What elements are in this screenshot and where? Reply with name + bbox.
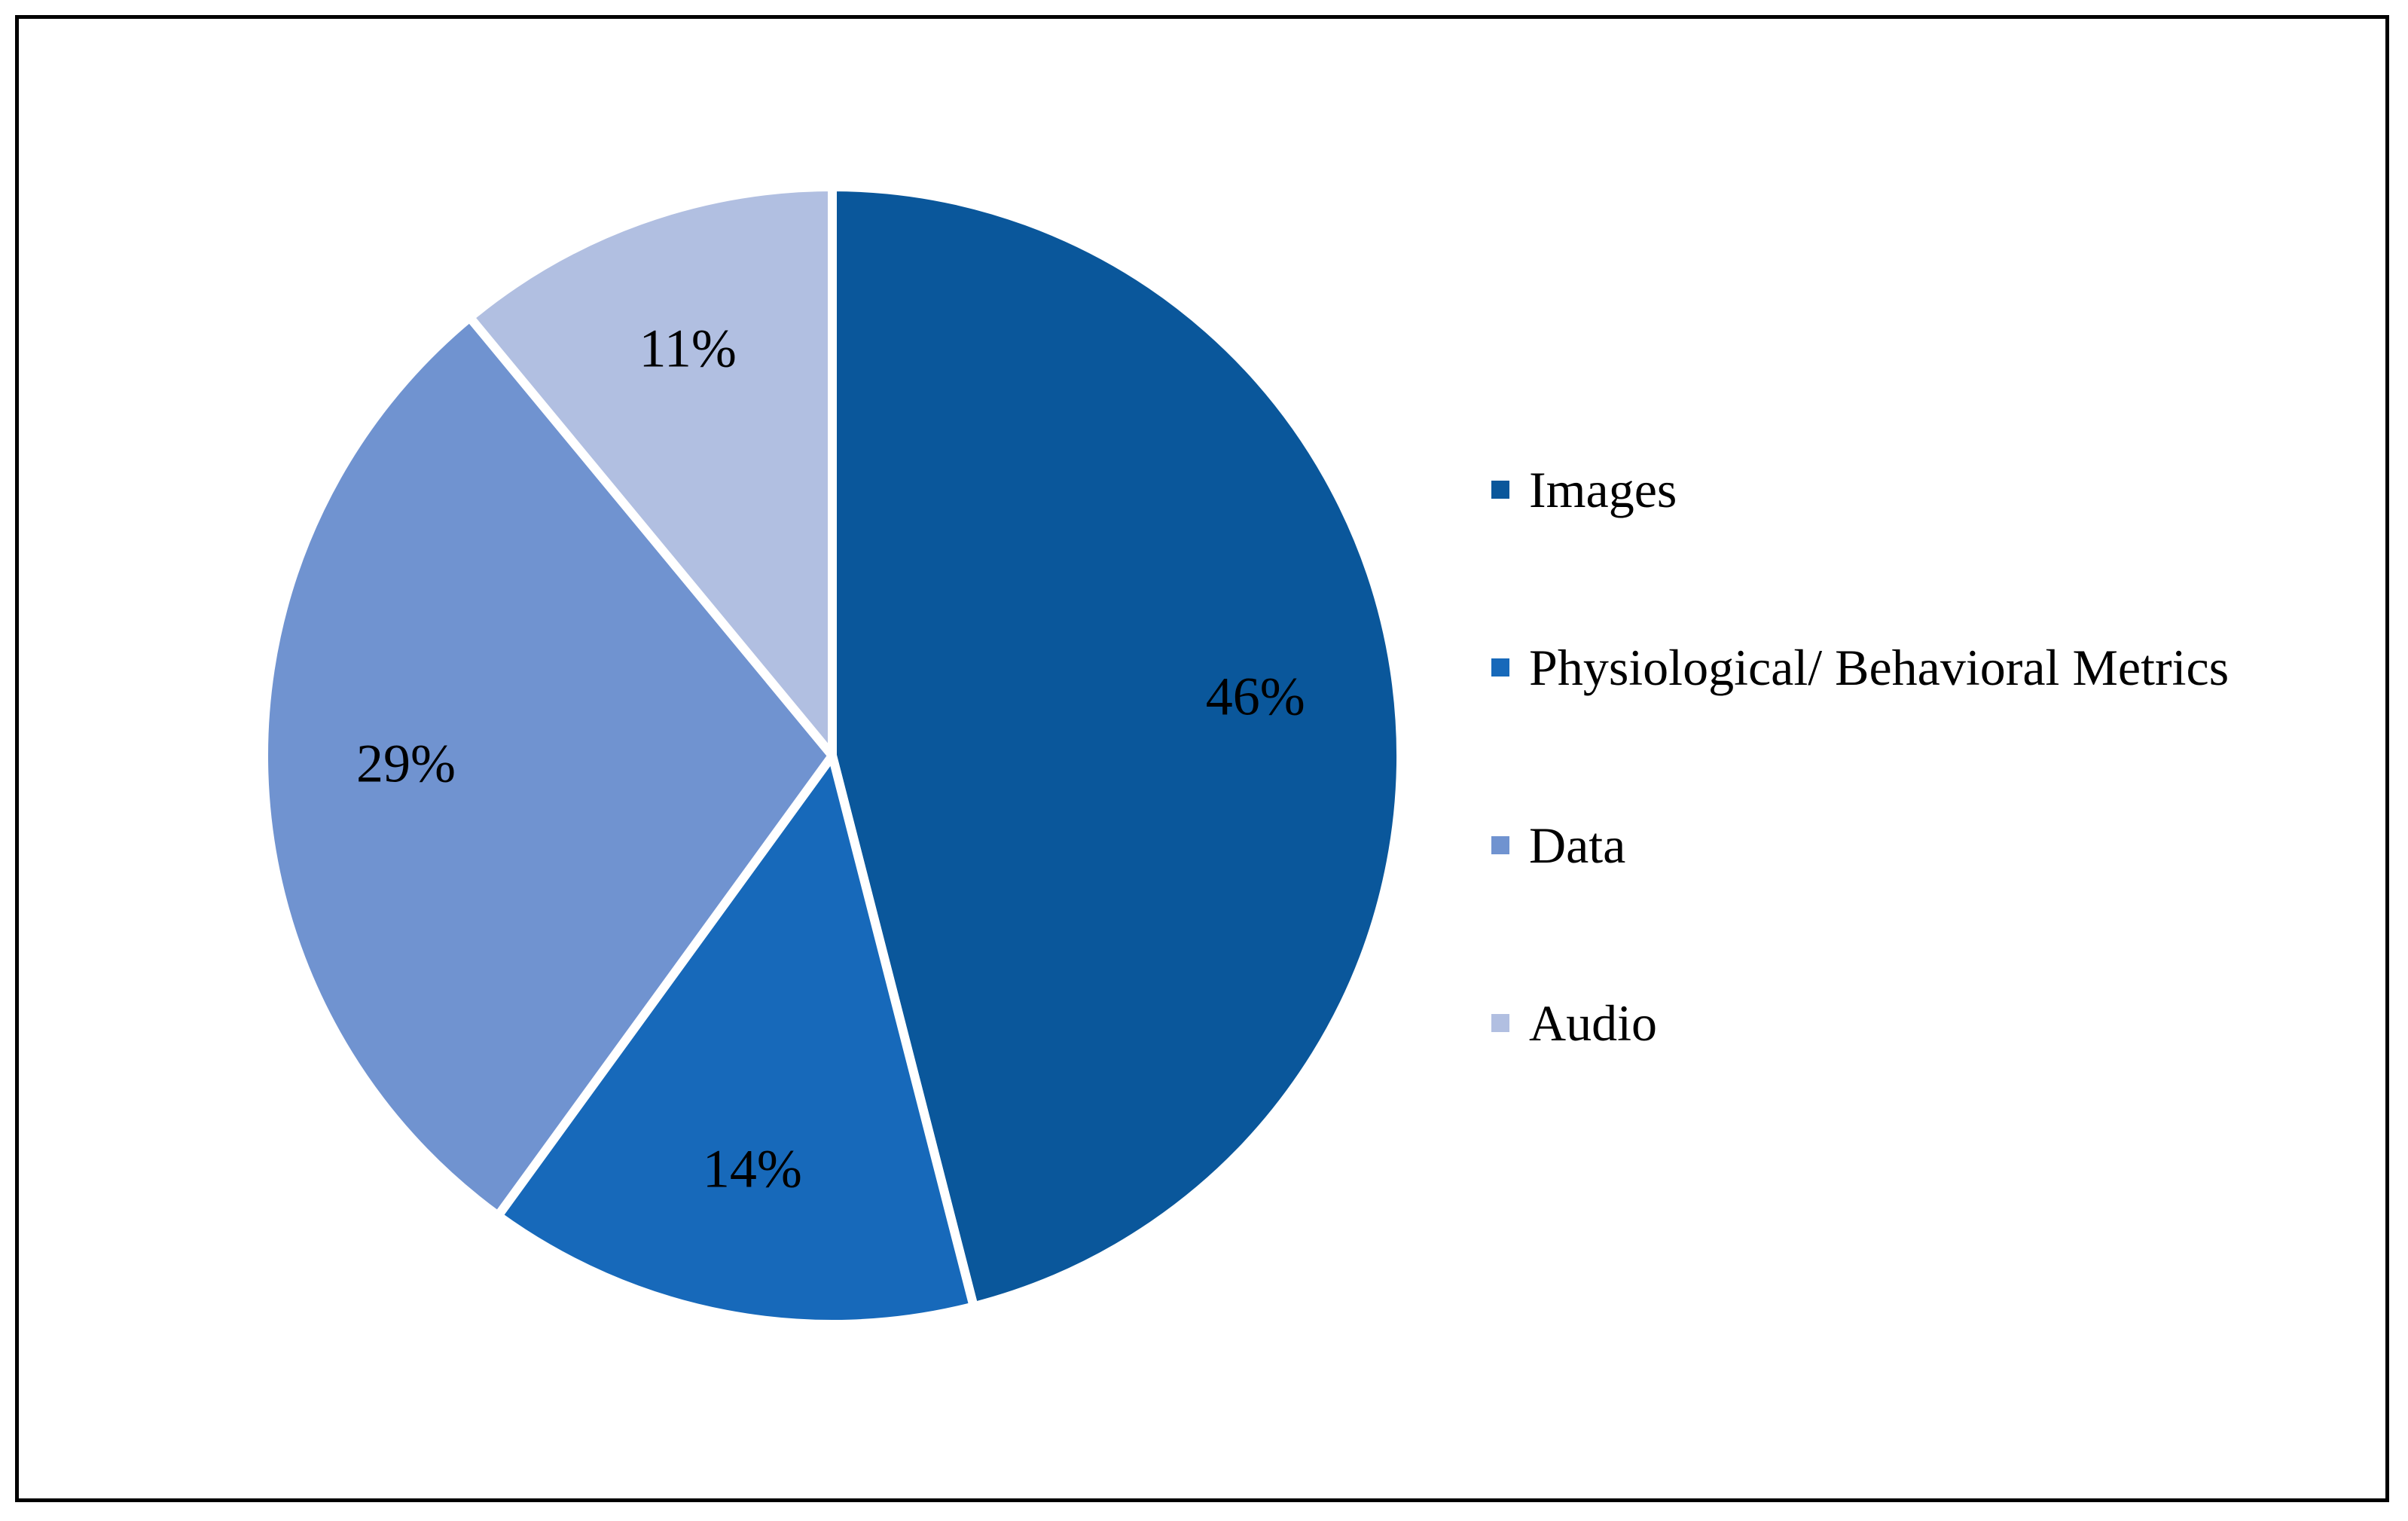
chart-frame: 46% 14% 29% 11% Images Physiological/ Behavi… [15, 15, 2389, 1502]
legend-swatch [1491, 481, 1509, 499]
pie-chart: 46% 14% 29% 11% [259, 182, 1405, 1329]
legend-label: Audio [1529, 994, 1657, 1052]
legend-swatch [1491, 658, 1509, 677]
legend-swatch [1491, 836, 1509, 854]
pie-label-images: 46% [1206, 667, 1305, 727]
legend-label: Data [1529, 817, 1626, 874]
pie-slices [259, 182, 1405, 1329]
pie-label-physiological-behavioral-metrics: 14% [703, 1139, 802, 1199]
pie-slice-physiological-behavioral-metrics [493, 751, 978, 1329]
pie-label-data: 29% [356, 733, 456, 793]
legend-item: Data [1491, 811, 1625, 879]
pie-slice-images [828, 182, 1405, 1312]
legend-swatch [1491, 1014, 1509, 1032]
legend-item: Physiological/ Behavioral Metrics [1491, 634, 2229, 701]
pie-label-audio: 11% [639, 319, 737, 379]
pie-slice-data [259, 313, 837, 1220]
legend-item: Audio [1491, 989, 1657, 1057]
legend-item: Images [1491, 456, 1677, 524]
legend-label: Physiological/ Behavioral Metrics [1529, 639, 2229, 696]
legend-label: Images [1529, 461, 1677, 518]
pie-labels: 46% 14% 29% 11% [356, 319, 1305, 1199]
pie-slice-audio [465, 182, 837, 760]
